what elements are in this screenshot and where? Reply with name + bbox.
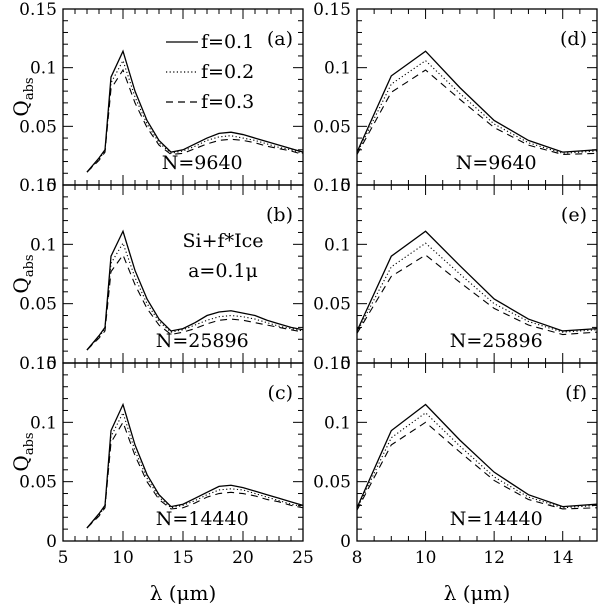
x-tick-label: 8 (352, 548, 363, 568)
y-tick-label: 0 (340, 532, 351, 552)
y-tick-label: 0.1 (30, 59, 57, 79)
y-tick-label: 0.1 (30, 413, 57, 433)
y-tick-label: 0.1 (324, 59, 351, 79)
chart-panel-e: 0 0.05 0.1 0.15 (e) N=25896 (313, 176, 598, 374)
y-axis-title: Qabs (9, 254, 37, 293)
n-count-label: N=25896 (450, 330, 543, 352)
chart-panel-f: 0 0.05 0.1 0.15 (f) N=14440 8 10 12 14 (313, 354, 598, 568)
series-line-dashed (86, 253, 304, 351)
y-tick-label: 0.15 (313, 354, 351, 374)
y-tick-label: 0.15 (19, 354, 57, 374)
y-tick-label: 0 (340, 176, 351, 196)
n-count-label: N=14440 (450, 508, 543, 530)
panel-frame (356, 362, 598, 542)
y-axis-title-base: Q (9, 100, 33, 116)
y-tick-label: 0.15 (313, 176, 351, 196)
y-tick-label: 0 (46, 532, 57, 552)
x-tick-label: 10 (112, 548, 134, 568)
series-line-dashed (356, 69, 598, 156)
series-line-solid (86, 402, 304, 529)
chart-panel-d: 0 0.05 0.1 0.15 (d) N=9640 (313, 0, 598, 196)
x-tick-label: 5 (58, 548, 69, 568)
series-line-solid (86, 229, 304, 351)
y-tick-label: 0.05 (19, 117, 57, 137)
annotation-material: Si+f*Ice (183, 230, 264, 252)
series-line-solid (356, 230, 598, 332)
panel-frame (62, 362, 304, 542)
series-line-solid (86, 49, 304, 173)
chart-panel-c: 0 0.05 0.1 0.15 (c) N=14440 Qabs 5 10 15 20 25 (9, 354, 314, 568)
y-tick-label: 0.05 (313, 295, 351, 315)
n-count-label: N=9640 (456, 152, 537, 174)
series-line-dotted (356, 242, 598, 333)
panel-label: (b) (266, 204, 293, 226)
y-axis-title: Qabs (9, 432, 37, 471)
y-tick-label: 0.05 (313, 117, 351, 137)
n-count-label: N=9640 (162, 152, 243, 174)
y-tick-label: 0.1 (30, 235, 57, 255)
x-tick-label: 25 (292, 548, 314, 568)
legend-label: f=0.2 (201, 61, 254, 83)
legend-label: f=0.3 (201, 91, 254, 113)
x-tick-label: 14 (552, 548, 574, 568)
y-tick-label: 0 (46, 176, 57, 196)
series-line-dashed (86, 68, 304, 173)
series-line-solid (356, 403, 598, 509)
x-tick-label: 20 (232, 548, 254, 568)
series-line-dashed (356, 421, 598, 511)
series-line-dashed (356, 254, 598, 336)
x-tick-label: 12 (483, 548, 505, 568)
series-line-dotted (356, 412, 598, 510)
n-count-label: N=25896 (156, 330, 249, 352)
y-axis-title-base: Q (9, 455, 33, 471)
y-tick-label: 0.15 (19, 176, 57, 196)
y-axis-title: Qabs (9, 77, 37, 116)
y-tick-label: 0.05 (313, 473, 351, 493)
n-count-label: N=14440 (156, 508, 249, 530)
panel-label: (e) (561, 204, 587, 226)
annotation-grain-size: a=0.1μ (188, 260, 258, 282)
series-line-dotted (86, 241, 304, 351)
x-tick-label: 15 (172, 548, 194, 568)
series-line-dotted (86, 411, 304, 529)
y-tick-label: 0.1 (324, 235, 351, 255)
panel-label: (c) (268, 382, 293, 404)
y-axis-title-subscript: abs (22, 77, 37, 100)
x-tick-label: 10 (415, 548, 437, 568)
y-tick-label: 0 (340, 354, 351, 374)
legend-label: f=0.1 (201, 31, 254, 53)
chart-panel-b: 0 0.05 0.1 0.15 (b) N=25896 Qabs (9, 176, 304, 374)
chart-panel-a: 0 0.05 0.1 0.15 (a) N=9640 Qabs (9, 0, 304, 196)
legend: f=0.1 f=0.2 f=0.3 (166, 31, 254, 113)
series-line-dotted (356, 59, 598, 154)
y-tick-label: 0 (46, 354, 57, 374)
y-tick-label: 0.05 (19, 473, 57, 493)
series-line-solid (356, 50, 598, 153)
panel-label: (a) (267, 28, 293, 50)
x-axis-title-right: λ (μm) (444, 581, 511, 605)
y-axis-title-base: Q (9, 277, 33, 293)
panel-label: (d) (560, 28, 587, 50)
y-tick-label: 0.15 (19, 0, 57, 20)
panel-label: (f) (565, 382, 587, 404)
y-tick-label: 0.15 (313, 0, 351, 20)
y-tick-label: 0.1 (324, 413, 351, 433)
y-axis-title-subscript: abs (22, 254, 37, 277)
x-axis-title-left: λ (μm) (150, 581, 217, 605)
series-line-dashed (86, 421, 304, 529)
y-axis-title-subscript: abs (22, 432, 37, 455)
y-tick-label: 0.05 (19, 295, 57, 315)
